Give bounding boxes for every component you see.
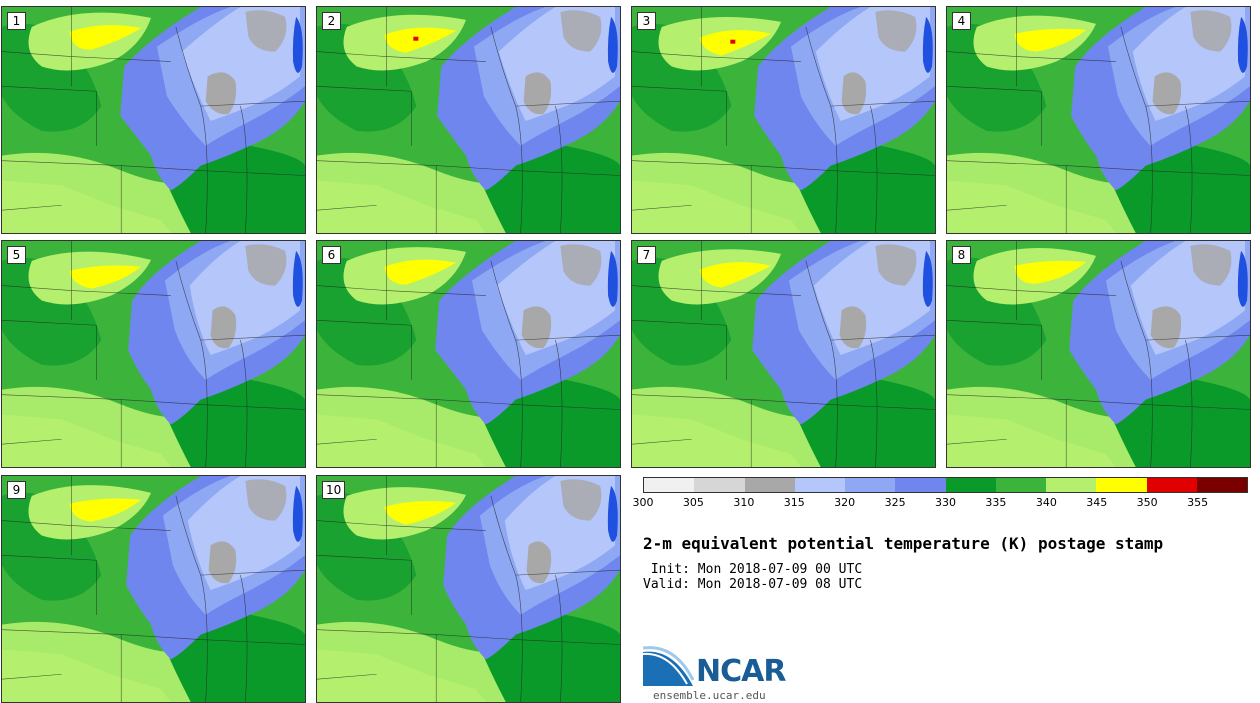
member-number-label: 2 [322,12,341,30]
ensemble-member-panel: 8 [946,240,1251,468]
colorbar-tick: 345 [1086,496,1108,509]
ensemble-member-panel: 3 [631,6,936,234]
member-number-label: 1 [7,12,26,30]
ensemble-member-panel: 6 [316,240,621,468]
colorbar-tick: 340 [1035,496,1057,509]
theta-e-map [317,7,620,233]
member-number-label: 10 [322,481,346,499]
init-time: Init: Mon 2018-07-09 00 UTC [643,562,863,577]
colorbar-swatch [895,478,946,492]
ncar-logo-icon [643,646,695,686]
logo-url: ensemble.ucar.edu [653,689,766,702]
colorbar-swatch [945,478,996,492]
ensemble-member-panel: 2 [316,6,621,234]
theta-e-map [632,241,935,467]
colorbar-swatch [794,478,845,492]
colorbar-tick: 310 [733,496,755,509]
colorbar-tick: 335 [985,496,1007,509]
logo-wordmark: NCAR [696,654,786,689]
colorbar-tick: 350 [1136,496,1158,509]
colorbar-swatch [744,478,795,492]
valid-time: Valid: Mon 2018-07-09 08 UTC [643,577,863,592]
colorbar-swatch [1096,478,1147,492]
colorbar-tick: 320 [834,496,856,509]
colorbar-swatch [1046,478,1097,492]
colorbar-tick: 330 [935,496,956,509]
ensemble-member-panel: 1 [1,6,306,234]
colorbar-swatch [845,478,896,492]
member-number-label: 9 [7,481,26,499]
member-number-label: 3 [637,12,656,30]
member-number-label: 8 [952,246,971,264]
theta-e-map [317,476,620,702]
colorbar-swatch [995,478,1046,492]
colorbar-tick: 325 [884,496,906,509]
member-number-label: 6 [322,246,341,264]
colorbar-tick-labels: 300 305 310 315 320 325 330 335 340 345 350 355 [633,496,1248,512]
ensemble-member-panel: 4 [946,6,1251,234]
colorbar-tick: 355 [1187,496,1209,509]
ensemble-member-panel: 10 [316,475,621,703]
colorbar-tick: 305 [682,496,704,509]
member-number-label: 5 [7,246,26,264]
theta-e-map [632,7,935,233]
colorbar-tick: 300 [632,496,654,509]
colorbar [643,477,1248,493]
theta-e-map [947,241,1250,467]
theta-e-map [2,7,305,233]
ensemble-member-panel: 5 [1,240,306,468]
ensemble-member-panel: 7 [631,240,936,468]
member-number-label: 7 [637,246,656,264]
theta-e-map [2,241,305,467]
colorbar-swatch [1196,478,1247,492]
product-title: 2-m equivalent potential temperature (K)… [643,534,1164,553]
theta-e-map [2,476,305,702]
theta-e-map [317,241,620,467]
colorbar-swatch [644,478,695,492]
member-number-label: 4 [952,12,971,30]
colorbar-tick: 315 [783,496,805,509]
ensemble-member-panel: 9 [1,475,306,703]
colorbar-swatch [1146,478,1197,492]
colorbar-swatch [694,478,745,492]
theta-e-map [947,7,1250,233]
